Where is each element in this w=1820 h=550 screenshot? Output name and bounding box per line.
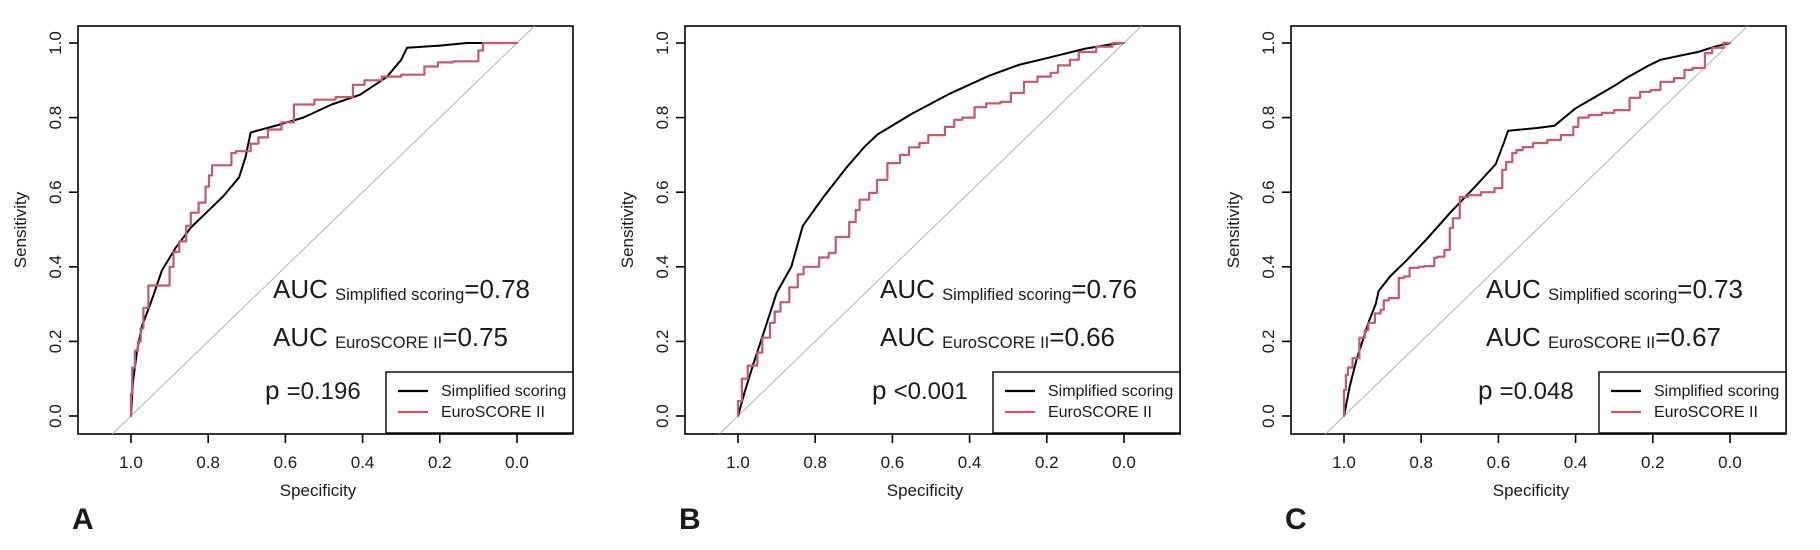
y-tick-label: 0.8	[1259, 106, 1278, 130]
legend-label: EuroSCORE II	[441, 404, 545, 421]
roc-panel-c: 1.0 0.8 0.6 0.4 0.2 0.0 0.0 0.2 0.4 0.6 0.8 1.0 Spec…	[1224, 25, 1788, 536]
y-tick-label: 0.2	[1259, 330, 1278, 354]
y-tick-label: 0.2	[653, 330, 672, 354]
p-value-annotation: p =0.196	[265, 375, 361, 405]
x-tick-label: 0.4	[351, 453, 375, 472]
x-tick-label: 0.8	[196, 453, 220, 472]
x-tick-label: 0.4	[1564, 453, 1588, 472]
p-value-annotation: p <0.001	[872, 375, 968, 405]
auc-annotation: AUC Simplified scoring=0.73	[1486, 274, 1743, 304]
x-tick-label: 0.0	[1718, 453, 1742, 472]
x-tick-label: 0.8	[803, 453, 827, 472]
y-tick-label: 1.0	[1259, 31, 1278, 55]
roc-panel-a: 1.0 0.8 0.6 0.4 0.2 0.0 0.0 0.2 0.4 0.6 0.8 1.0 Spec…	[11, 25, 574, 536]
y-tick-label: 1.0	[653, 31, 672, 55]
roc-curve-euroscore-ii	[736, 41, 1125, 418]
legend-box	[385, 371, 574, 434]
auc-annotation: AUC EuroSCORE II=0.75	[273, 322, 508, 352]
x-axis-title: Specificity	[1493, 481, 1570, 500]
auc-annotation: AUC Simplified scoring=0.78	[273, 274, 530, 304]
x-tick-label: 0.6	[880, 453, 904, 472]
x-tick-label: 0.8	[1410, 453, 1434, 472]
plot-box	[1290, 25, 1788, 435]
legend-box	[991, 371, 1181, 434]
y-tick-label: 0.6	[46, 180, 65, 204]
legend-label: Simplified scoring	[1048, 383, 1173, 400]
y-tick-label: 0.4	[1259, 255, 1278, 279]
y-tick-label: 0.0	[46, 404, 65, 428]
y-tick-label: 0.4	[653, 255, 672, 279]
legend-label: EuroSCORE II	[1048, 404, 1152, 421]
legend-label: Simplified scoring	[441, 383, 566, 400]
x-tick-label: 0.6	[1487, 453, 1511, 472]
x-tick-label: 0.0	[1112, 453, 1136, 472]
x-tick-label: 0.2	[1035, 453, 1059, 472]
diagonal-reference-line	[718, 25, 1142, 435]
roc-panel-b: 1.0 0.8 0.6 0.4 0.2 0.0 0.0 0.2 0.4 0.6 0.8 1.0 Spec…	[618, 25, 1181, 536]
diagonal-reference-line	[1325, 25, 1749, 435]
x-tick-label: 1.0	[726, 453, 750, 472]
x-tick-label: 1.0	[119, 453, 143, 472]
roc-curve-simplified-scoring	[1343, 42, 1732, 417]
legend-label: Simplified scoring	[1654, 383, 1779, 400]
y-tick-label: 0.6	[1259, 180, 1278, 204]
y-tick-label: 0.6	[653, 180, 672, 204]
x-tick-label: 0.2	[1641, 453, 1665, 472]
x-tick-label: 1.0	[1332, 453, 1356, 472]
plot-box	[77, 25, 574, 435]
y-tick-label: 0.4	[46, 255, 65, 279]
auc-annotation: AUC EuroSCORE II=0.66	[880, 322, 1115, 352]
y-tick-label: 0.2	[46, 330, 65, 354]
auc-annotation: AUC Simplified scoring=0.76	[880, 274, 1137, 304]
x-tick-label: 0.2	[428, 453, 452, 472]
legend-box	[1598, 371, 1787, 434]
y-axis-title: Sensitivity	[1224, 191, 1243, 268]
y-axis-title: Sensitivity	[618, 191, 637, 268]
y-tick-label: 0.0	[1259, 404, 1278, 428]
y-tick-label: 0.8	[46, 106, 65, 130]
y-tick-label: 0.0	[653, 404, 672, 428]
y-tick-label: 1.0	[46, 31, 65, 55]
y-axis-title: Sensitivity	[11, 191, 30, 268]
y-tick-label: 0.8	[653, 106, 672, 130]
p-value-annotation: p =0.048	[1478, 375, 1574, 405]
x-axis-title: Specificity	[280, 481, 357, 500]
x-tick-label: 0.6	[274, 453, 298, 472]
plot-box	[683, 25, 1181, 435]
x-tick-label: 0.4	[957, 453, 981, 472]
roc-curve-euroscore-ii	[1343, 41, 1732, 418]
panel-letter: B	[679, 503, 701, 536]
x-axis-title: Specificity	[886, 481, 963, 500]
auc-annotation: AUC EuroSCORE II=0.67	[1486, 322, 1721, 352]
x-tick-label: 0.0	[505, 453, 529, 472]
roc-curve-euroscore-ii	[129, 41, 519, 418]
panel-letter: A	[72, 503, 94, 536]
legend-label: EuroSCORE II	[1654, 404, 1758, 421]
diagonal-reference-line	[112, 25, 535, 435]
roc-curve-simplified-scoring	[736, 42, 1125, 417]
panel-letter: C	[1285, 503, 1307, 536]
